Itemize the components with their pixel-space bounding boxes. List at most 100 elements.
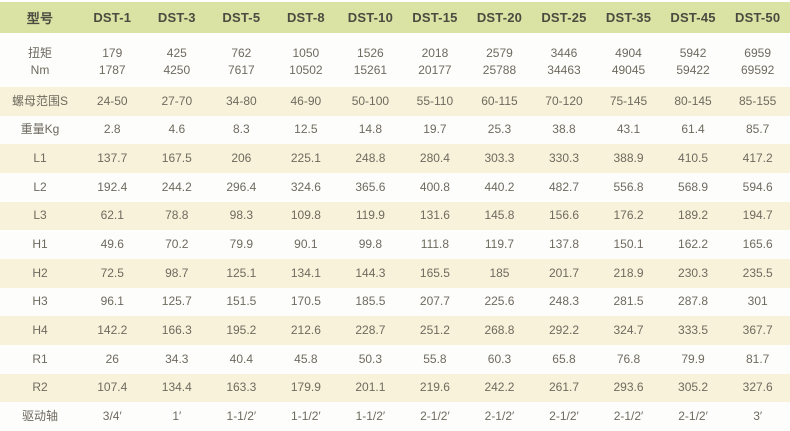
- column-header: DST-15: [402, 0, 468, 37]
- table-cell: 70.2: [144, 230, 210, 259]
- row-label: 驱动轴: [0, 402, 80, 431]
- table-cell: 62.1: [80, 201, 145, 231]
- table-cell: 248.8: [338, 144, 403, 173]
- table-cell: 333.5: [660, 316, 726, 345]
- row-label: L1: [0, 144, 80, 173]
- table-cell: 244.2: [144, 172, 210, 202]
- column-header: DST-45: [660, 0, 726, 37]
- table-row: 螺母范围S 24-50 27-70 34-80 46-90 50-100 55-110 60-…: [0, 87, 790, 116]
- column-header: DST-3: [144, 0, 210, 37]
- table-cell: 2579 25788: [467, 35, 532, 87]
- table-cell: 388.9: [596, 144, 661, 173]
- table-row: H2 72.5 98.7 125.1 134.1 144.3 165.5 185 201.7 21…: [0, 258, 790, 288]
- table-cell: 280.4: [402, 144, 468, 173]
- table-cell: 185: [467, 258, 532, 288]
- row-label: H1: [0, 230, 80, 259]
- table-cell: 85.7: [725, 115, 790, 145]
- table-cell: 212.6: [273, 316, 339, 345]
- table-cell: 303.3: [467, 144, 532, 173]
- table-cell: 81.7: [725, 344, 790, 374]
- table-cell: 50.3: [338, 344, 403, 374]
- table-cell: 144.3: [338, 258, 403, 288]
- table-cell: 230.3: [660, 258, 726, 288]
- table-cell: 165.5: [402, 258, 468, 288]
- table-cell: 166.3: [144, 316, 210, 345]
- table-cell: 34-80: [209, 87, 274, 116]
- table-cell: 119.7: [467, 230, 532, 259]
- table-cell: 293.6: [596, 373, 661, 403]
- table-cell: 2018 20177: [402, 35, 468, 87]
- table-cell: 55-110: [402, 87, 468, 116]
- table-body: 扭矩 Nm 179 1787 425 4250 762 7617 1050 10502 1…: [0, 35, 790, 431]
- table-cell: 176.2: [596, 201, 661, 231]
- row-label: 螺母范围S: [0, 87, 80, 116]
- table-row: L1 137.7 167.5 206 225.1 248.8 280.4 303.3 330.3…: [0, 144, 790, 173]
- row-label: L2: [0, 172, 80, 202]
- table-cell: 109.8: [273, 201, 339, 231]
- table-row: R1 26 34.3 40.4 45.8 50.3 55.8 60.3 65.8 76.8 79.9…: [0, 344, 790, 374]
- table-cell: 80-145: [660, 87, 726, 116]
- table-cell: 417.2: [725, 144, 790, 173]
- column-header: DST-10: [338, 0, 403, 37]
- column-header: DST-35: [596, 0, 661, 37]
- table-cell: 201.1: [338, 373, 403, 403]
- table-cell: 19.7: [402, 115, 468, 145]
- table-cell: 365.6: [338, 172, 403, 202]
- table-cell: 225.6: [467, 287, 532, 317]
- table-cell: 90.1: [273, 230, 339, 259]
- column-header: DST-50: [725, 0, 790, 37]
- table-cell: 131.6: [402, 201, 468, 231]
- table-cell: 125.1: [209, 258, 274, 288]
- table-cell: 225.1: [273, 144, 339, 173]
- table-cell: 2-1/2′: [531, 402, 597, 431]
- header-row: 型号 DST-1 DST-3 DST-5 DST-8 DST-10 DST-15 DST-20…: [0, 0, 790, 37]
- table-cell: 367.7: [725, 316, 790, 345]
- table-cell: 3446 34463: [531, 35, 597, 87]
- table-cell: 324.7: [596, 316, 661, 345]
- table-cell: 330.3: [531, 144, 597, 173]
- table-cell: 568.9: [660, 172, 726, 202]
- table-cell: 287.8: [660, 287, 726, 317]
- table-row: H4 142.2 166.3 195.2 212.6 228.7 251.2 268.8 292…: [0, 316, 790, 345]
- table-cell: 1-1/2′: [338, 402, 403, 431]
- table-row: R2 107.4 134.4 163.3 179.9 201.1 219.6 242.2 261…: [0, 373, 790, 403]
- table-cell: 96.1: [80, 287, 145, 317]
- table-cell: 8.3: [209, 115, 274, 145]
- row-label: H4: [0, 316, 80, 345]
- table-cell: 425 4250: [144, 35, 210, 87]
- table-cell: 151.5: [209, 287, 274, 317]
- table-cell: 85-155: [725, 87, 790, 116]
- table-cell: 192.4: [80, 172, 145, 202]
- table-cell: 134.4: [144, 373, 210, 403]
- table-cell: 6959 69592: [725, 35, 790, 87]
- table-cell: 219.6: [402, 373, 468, 403]
- table-cell: 43.1: [596, 115, 661, 145]
- table-cell: 440.2: [467, 172, 532, 202]
- table-cell: 1-1/2′: [209, 402, 274, 431]
- table-cell: 107.4: [80, 373, 145, 403]
- table-cell: 2.8: [80, 115, 145, 145]
- table-cell: 410.5: [660, 144, 726, 173]
- row-label: R1: [0, 344, 80, 374]
- table-cell: 2-1/2′: [660, 402, 726, 431]
- table-cell: 162.2: [660, 230, 726, 259]
- table-cell: 296.4: [209, 172, 274, 202]
- table-cell: 3/4′: [80, 402, 145, 431]
- table-cell: 324.6: [273, 172, 339, 202]
- table-cell: 145.8: [467, 201, 532, 231]
- table-cell: 25.3: [467, 115, 532, 145]
- table-cell: 482.7: [531, 172, 597, 202]
- row-label: H3: [0, 287, 80, 317]
- table-row: 扭矩 Nm 179 1787 425 4250 762 7617 1050 10502 1…: [0, 35, 790, 87]
- table-cell: 207.7: [402, 287, 468, 317]
- column-header: DST-8: [273, 0, 339, 37]
- table-row: 驱动轴 3/4′ 1′ 1-1/2′ 1-1/2′ 1-1/2′ 2-1/2′ 2-1/2′ 2…: [0, 402, 790, 431]
- table-cell: 2-1/2′: [596, 402, 661, 431]
- table-cell: 99.8: [338, 230, 403, 259]
- table-cell: 24-50: [80, 87, 145, 116]
- table-cell: 61.4: [660, 115, 726, 145]
- table-cell: 3′: [725, 402, 790, 431]
- table-cell: 327.6: [725, 373, 790, 403]
